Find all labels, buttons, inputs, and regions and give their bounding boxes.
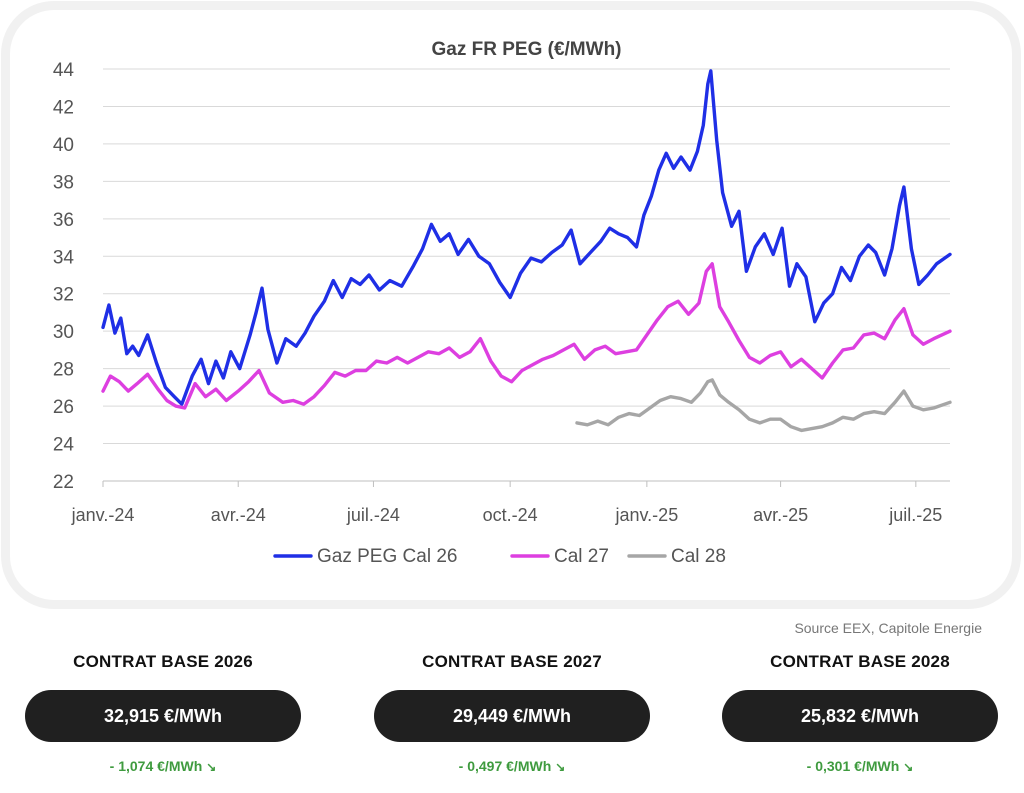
- down-arrow-icon: ↘: [903, 760, 914, 774]
- chart-card: Gaz FR PEG (€/MWh) 22 24 26 28 30 32 34 36 38 40 42…: [10, 10, 1012, 600]
- y-tick-label: 44: [53, 60, 75, 81]
- x-tick-label: janv.-25: [615, 505, 679, 525]
- price-change: - 1,074 €/MWh ↘: [25, 758, 301, 774]
- legend-label: Gaz PEG Cal 26: [317, 546, 457, 567]
- price-pill: 32,915 €/MWh: [25, 690, 301, 742]
- x-tick-label: avr.-24: [211, 505, 266, 525]
- change-value: - 0,301 €/MWh: [806, 758, 900, 774]
- y-tick-label: 30: [53, 322, 74, 343]
- legend-label: Cal 27: [554, 546, 609, 567]
- down-arrow-icon: ↘: [206, 760, 217, 774]
- chart-title: Gaz FR PEG (€/MWh): [432, 39, 622, 60]
- source-note: Source EEX, Capitole Energie: [794, 620, 982, 636]
- legend-label: Cal 28: [671, 546, 726, 567]
- contract-title: CONTRAT BASE 2027: [422, 652, 602, 671]
- change-value: - 0,497 €/MWh: [458, 758, 552, 774]
- y-tick-label: 34: [53, 247, 75, 268]
- price-change: - 0,497 €/MWh ↘: [374, 758, 650, 774]
- y-tick-label: 36: [53, 210, 74, 231]
- y-tick-label: 32: [53, 285, 74, 306]
- y-tick-label: 38: [53, 172, 74, 193]
- line-chart: Gaz FR PEG (€/MWh) 22 24 26 28 30 32 34 36 38 40 42…: [53, 39, 952, 567]
- contract-title: CONTRAT BASE 2028: [770, 652, 950, 671]
- price-pill: 29,449 €/MWh: [374, 690, 650, 742]
- contract-title: CONTRAT BASE 2026: [73, 652, 253, 671]
- x-tick-label: juil.-24: [346, 505, 400, 525]
- contract-2027: CONTRAT BASE 2027 29,449 €/MWh - 0,497 €…: [374, 652, 650, 774]
- y-tick-label: 28: [53, 360, 74, 381]
- y-tick-label: 24: [53, 435, 75, 456]
- x-tick-label: janv.-24: [71, 505, 135, 525]
- y-tick-label: 40: [53, 135, 74, 156]
- x-tick-label: avr.-25: [753, 505, 808, 525]
- x-tick-label: oct.-24: [483, 505, 538, 525]
- y-tick-label: 26: [53, 397, 74, 418]
- series-line-2: [101, 262, 952, 410]
- price-pill: 25,832 €/MWh: [722, 690, 998, 742]
- x-tick-label: juil.-25: [888, 505, 942, 525]
- y-tick-label: 42: [53, 97, 74, 118]
- contract-2026: CONTRAT BASE 2026 32,915 €/MWh - 1,074 €…: [25, 652, 301, 774]
- price-change: - 0,301 €/MWh ↘: [722, 758, 998, 774]
- down-arrow-icon: ↘: [555, 760, 566, 774]
- series-line-1: [101, 69, 952, 406]
- y-tick-label: 22: [53, 472, 74, 493]
- contract-2028: CONTRAT BASE 2028 25,832 €/MWh - 0,301 €…: [722, 652, 998, 774]
- series-line-3: [575, 378, 952, 433]
- change-value: - 1,074 €/MWh: [109, 758, 203, 774]
